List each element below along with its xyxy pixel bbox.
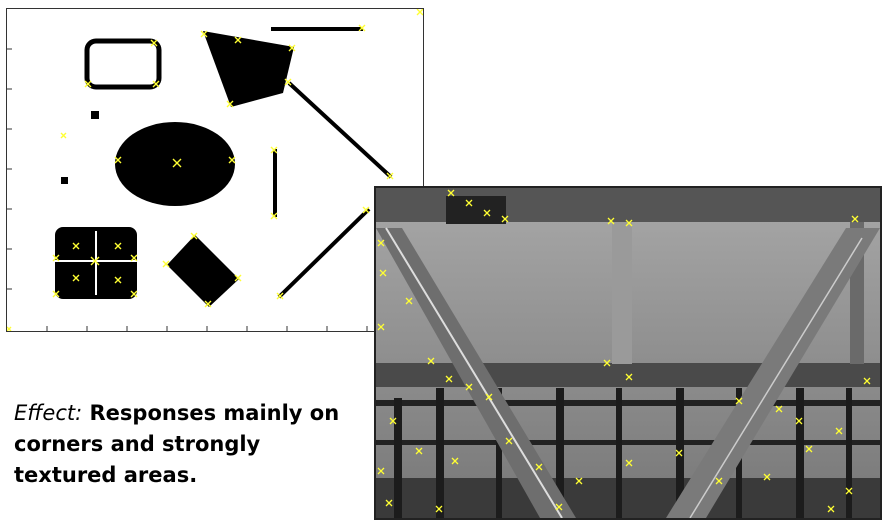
- quad-shape: [203, 31, 294, 107]
- corner-markers-right: [377, 189, 871, 513]
- caption-body: Responses mainly on corners and strongly…: [14, 401, 340, 487]
- small-square: [91, 111, 99, 119]
- rounded-rect-shape: [84, 38, 162, 90]
- diagonal-line-1: [287, 81, 393, 179]
- top-bar-shape: [271, 27, 363, 31]
- left-diagonal-strut: [376, 228, 576, 518]
- tiny-square: [61, 177, 68, 184]
- vertical-bar-shape: [273, 149, 277, 217]
- bridge-photo: [374, 186, 882, 520]
- deck-beam: [376, 363, 880, 387]
- shapes-svg: [7, 9, 423, 331]
- diamond-shape: [167, 235, 239, 307]
- bridge-svg: [376, 188, 880, 518]
- diagonal-line-2: [277, 207, 371, 299]
- ellipse-shape: [115, 122, 235, 206]
- corner-markers-left: [7, 9, 423, 331]
- shapes-image: [6, 8, 424, 332]
- caption: Effect: Responses mainly on corners and …: [14, 398, 354, 491]
- center-column: [612, 222, 632, 364]
- right-diagonal-strut: [666, 228, 880, 518]
- caption-lead: Effect:: [14, 401, 83, 425]
